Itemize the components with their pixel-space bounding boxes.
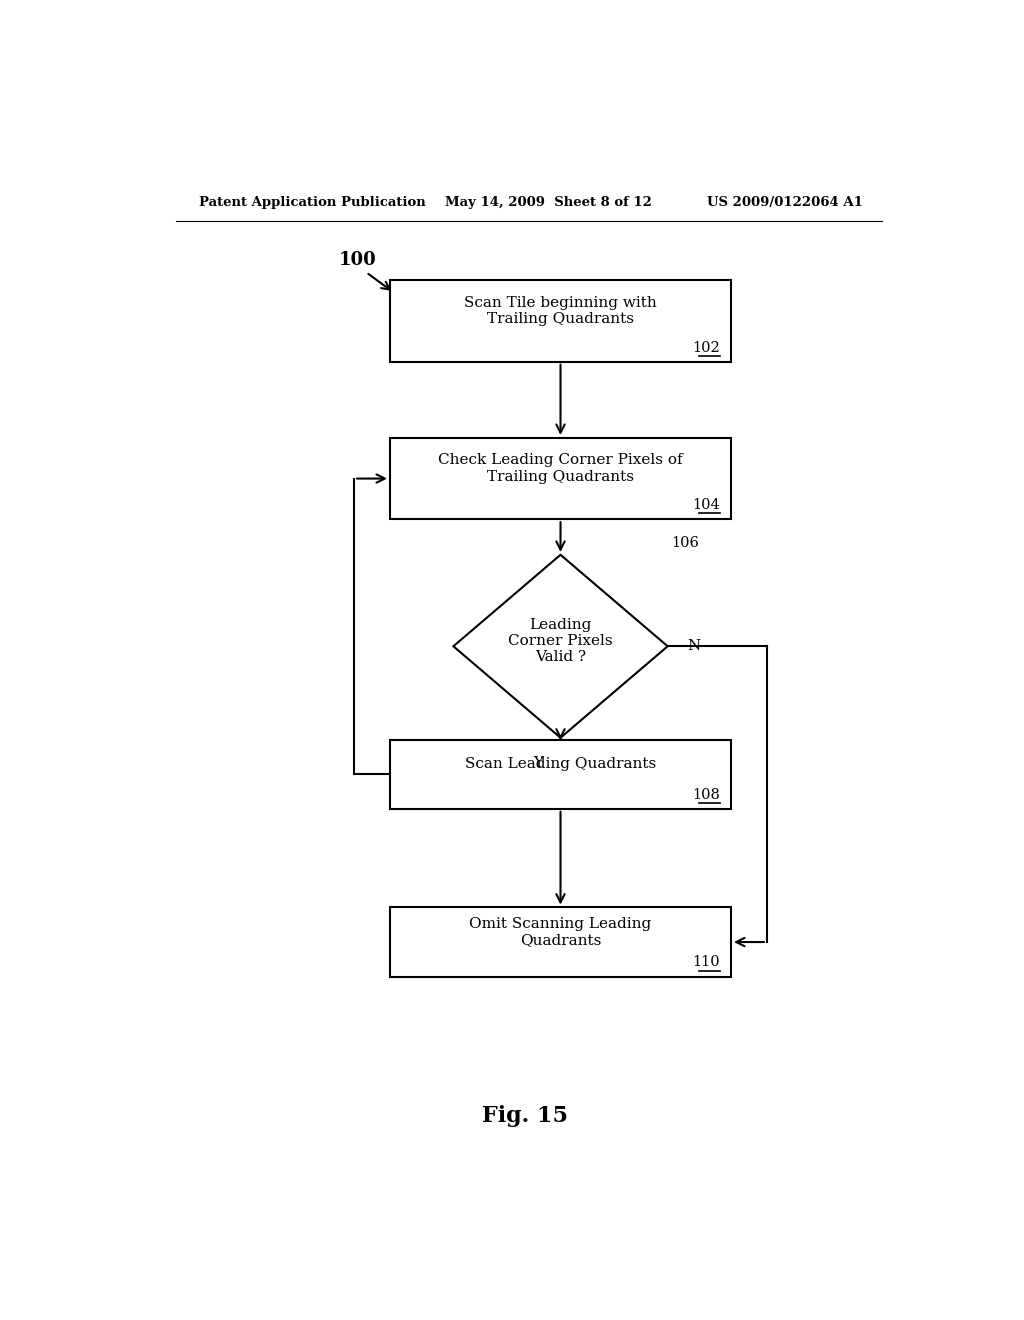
Text: 104: 104 [692,498,720,512]
Text: Leading
Corner Pixels
Valid ?: Leading Corner Pixels Valid ? [508,618,612,664]
Text: 106: 106 [672,536,699,549]
FancyBboxPatch shape [390,907,731,977]
Text: Fig. 15: Fig. 15 [482,1105,567,1127]
Text: Patent Application Publication: Patent Application Publication [200,195,426,209]
Text: Y: Y [534,756,544,770]
Text: Check Leading Corner Pixels of
Trailing Quadrants: Check Leading Corner Pixels of Trailing … [438,453,683,483]
FancyBboxPatch shape [390,739,731,809]
Text: N: N [687,639,700,653]
Text: May 14, 2009  Sheet 8 of 12: May 14, 2009 Sheet 8 of 12 [445,195,652,209]
Text: 108: 108 [692,788,720,801]
Text: US 2009/0122064 A1: US 2009/0122064 A1 [708,195,863,209]
Text: 102: 102 [692,341,720,355]
FancyBboxPatch shape [390,280,731,362]
Text: Scan Leading Quadrants: Scan Leading Quadrants [465,758,656,771]
Polygon shape [454,554,668,738]
Text: 110: 110 [692,956,720,969]
Text: Omit Scanning Leading
Quadrants: Omit Scanning Leading Quadrants [469,917,651,946]
FancyBboxPatch shape [390,438,731,519]
Text: Scan Tile beginning with
Trailing Quadrants: Scan Tile beginning with Trailing Quadra… [464,296,656,326]
Text: 100: 100 [338,251,376,269]
